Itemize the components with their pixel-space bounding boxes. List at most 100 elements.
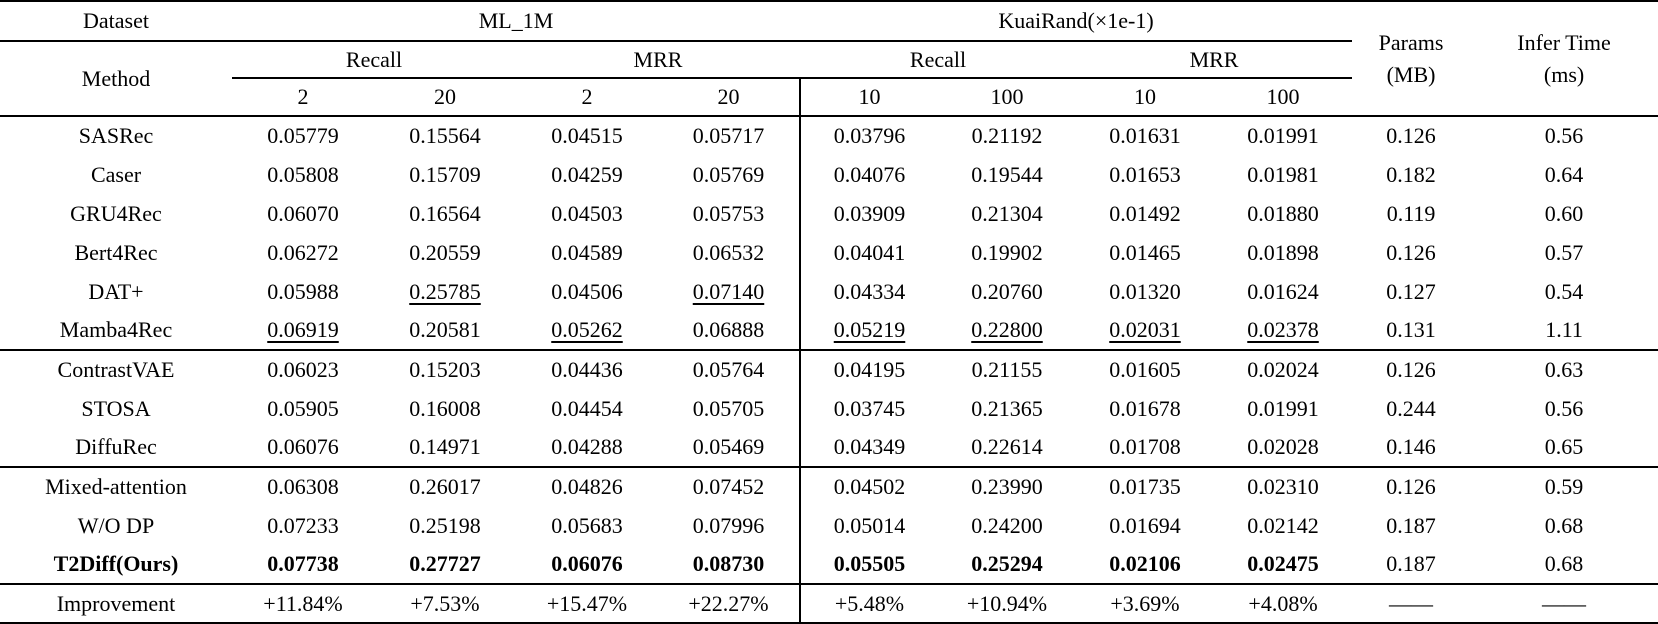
metric-cell: 0.19902: [971, 239, 1043, 265]
metric-cell: 0.05683: [551, 512, 623, 538]
params-cell: 0.126: [1352, 466, 1471, 506]
metric-cell: 0.03745: [799, 389, 938, 428]
metric-cell: 0.24200: [971, 512, 1043, 538]
metric-cell: 0.01991: [1247, 395, 1319, 421]
params-cell: 0.126: [1386, 239, 1436, 265]
metric-cell: 0.05779: [232, 115, 374, 155]
params-header-line2: (MB): [1386, 61, 1436, 87]
metric-cell: 0.25294: [971, 551, 1043, 577]
metric-cell: 0.25785: [374, 272, 516, 311]
metric-cell: 0.04454: [551, 395, 623, 421]
second-best-value: 0.02378: [1247, 317, 1319, 343]
metric-cell: 0.07452: [658, 466, 800, 506]
method-cell: T2Diff(Ours): [53, 551, 179, 577]
dataset-group-kuairand: KuaiRand(×1e-1): [800, 1, 1353, 42]
method-cell: DAT+: [88, 278, 144, 304]
metric-cell: 0.01898: [1247, 239, 1319, 265]
metric-cell: 0.04334: [799, 272, 938, 311]
metric-cell: 0.05764: [658, 349, 800, 389]
table-header: Dataset ML_1M KuaiRand(×1e-1) Params (MB…: [0, 1, 1658, 116]
table-row: Improvement +11.84% +7.53% +15.47% +22.27% +5…: [0, 583, 1658, 623]
metric-cell: 0.14971: [409, 434, 481, 460]
params-cell: 0.244: [1386, 395, 1436, 421]
infer-time-cell: 0.68: [1544, 551, 1584, 577]
metric-cell: 0.07738: [267, 551, 339, 577]
metric-cell: 0.07996: [692, 512, 765, 538]
method-cell: Bert4Rec: [74, 239, 158, 265]
cutoff-header: 10: [1134, 84, 1156, 110]
cutoff-header: 2: [297, 84, 309, 110]
cutoff-header: 100: [990, 84, 1024, 110]
metric-cell: 0.21192: [938, 115, 1076, 155]
metric-cell: 0.05469: [692, 434, 765, 460]
second-best-value: 0.05262: [551, 317, 623, 343]
ml1m-mrr-header: MRR: [516, 41, 800, 79]
metric-cell: 0.06919: [232, 311, 374, 350]
header-row-datasets: Dataset ML_1M KuaiRand(×1e-1) Params (MB…: [0, 1, 1658, 87]
metric-cell: 0.01880: [1247, 200, 1319, 226]
metric-cell: 0.22614: [971, 434, 1043, 460]
infer-time-cell: 0.59: [1470, 466, 1658, 506]
infer-header-line1: Infer Time: [1517, 29, 1611, 55]
table-row: GRU4Rec 0.06070 0.16564 0.04503 0.05753 0.039…: [0, 194, 1658, 233]
metric-cell: 0.06308: [232, 466, 374, 506]
metric-cell: 0.04259: [551, 161, 623, 187]
ml1m-recall-header: Recall: [232, 41, 516, 79]
metric-cell: 0.01320: [1109, 278, 1181, 304]
params-cell: 0.131: [1386, 317, 1436, 343]
metric-cell: 0.06272: [267, 239, 339, 265]
cutoff-header: 2: [581, 84, 593, 110]
metric-cell: 0.02028: [1247, 434, 1319, 460]
metric-cell: 0.04515: [516, 115, 658, 155]
second-best-value: 0.25785: [409, 278, 481, 304]
metric-cell: 0.06888: [692, 317, 765, 343]
metric-cell: 0.05219: [799, 311, 938, 350]
table-row: SASRec 0.05779 0.15564 0.04515 0.05717 0.0379…: [0, 115, 1658, 155]
metric-cell: 0.05753: [692, 200, 765, 226]
metric-cell: +3.69%: [1076, 583, 1214, 623]
cutoff-header: 100: [1266, 84, 1300, 110]
table-row: DiffuRec 0.06076 0.14971 0.04288 0.05469 0.04…: [0, 428, 1658, 467]
infer-time-cell: 0.54: [1544, 278, 1584, 304]
metric-cell: 0.02024: [1214, 349, 1353, 389]
metric-cell: 0.03909: [799, 194, 938, 233]
metric-cell: 0.21365: [971, 395, 1043, 421]
params-cell: 0.126: [1352, 349, 1471, 389]
infer-time-cell: 0.56: [1544, 395, 1584, 421]
params-cell: 0.119: [1386, 200, 1436, 226]
infer-time-cell: 0.60: [1544, 200, 1584, 226]
infer-time-cell: 0.57: [1544, 239, 1584, 265]
metric-cell: +15.47%: [516, 583, 658, 623]
metric-cell: 0.04506: [551, 278, 623, 304]
metric-cell: 0.07140: [658, 272, 800, 311]
table-row: Bert4Rec 0.06272 0.20559 0.04589 0.06532 0.04…: [0, 233, 1658, 272]
metric-cell: 0.02142: [1247, 512, 1319, 538]
metric-cell: 0.05705: [692, 395, 765, 421]
metric-cell: 0.03796: [799, 115, 938, 155]
params-cell: 0.182: [1386, 161, 1436, 187]
method-label: Method: [81, 65, 151, 91]
metric-cell: 0.04288: [551, 434, 623, 460]
second-best-value: 0.22800: [971, 317, 1043, 343]
infer-time-cell: ——: [1470, 583, 1658, 623]
metric-cell: 0.01653: [1109, 161, 1181, 187]
metric-cell: 0.04503: [551, 200, 623, 226]
metric-cell: 0.04436: [516, 349, 658, 389]
metric-cell: 0.06532: [692, 239, 765, 265]
kuairand-recall-header: Recall: [800, 41, 1076, 79]
metric-cell: 0.05014: [799, 506, 938, 545]
metric-cell: 0.02378: [1214, 311, 1352, 350]
params-header-line1: Params: [1378, 29, 1444, 55]
infer-header-line2: (ms): [1543, 61, 1585, 87]
metric-cell: 0.05808: [267, 161, 339, 187]
table-row: DAT+ 0.05988 0.25785 0.04506 0.07140 0.04334 0…: [0, 272, 1658, 311]
metric-cell: 0.01991: [1214, 115, 1353, 155]
method-cell: STOSA: [81, 395, 151, 421]
metric-cell: +4.08%: [1214, 583, 1353, 623]
metric-cell: 0.01465: [1109, 239, 1181, 265]
metric-cell: 0.16564: [409, 200, 481, 226]
dataset-group-ml1m: ML_1M: [232, 1, 800, 42]
infer-time-cell: 0.68: [1544, 512, 1584, 538]
metric-cell: 0.01708: [1109, 434, 1181, 460]
metric-cell: 0.05262: [516, 311, 658, 350]
